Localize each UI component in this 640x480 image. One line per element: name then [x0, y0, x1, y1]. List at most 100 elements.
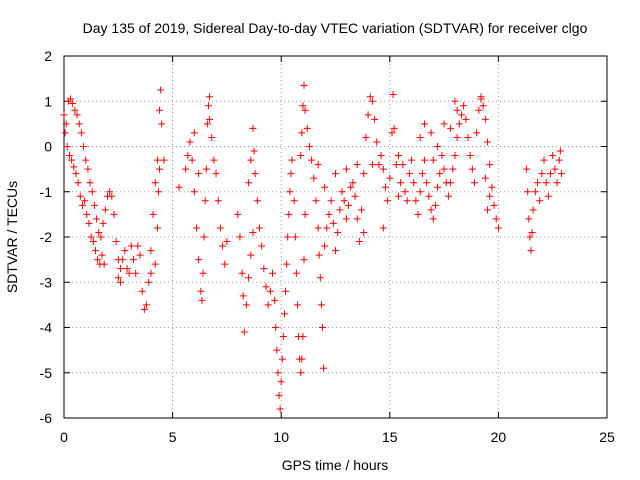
data-point: [320, 364, 328, 372]
data-point: [234, 210, 242, 218]
data-point: [271, 296, 279, 304]
data-point: [375, 161, 383, 169]
data-point: [293, 301, 301, 309]
data-point: [462, 115, 470, 123]
data-point: [264, 301, 272, 309]
data-point: [379, 224, 387, 232]
y-axis-label: SDTVAR / TECUs: [4, 181, 20, 293]
data-point: [453, 106, 461, 114]
data-point: [158, 120, 166, 128]
data-point: [97, 233, 105, 241]
data-point: [427, 129, 435, 137]
y-tick-label: -2: [40, 229, 53, 245]
data-point: [447, 124, 455, 132]
data-point: [553, 179, 561, 187]
data-point: [151, 260, 159, 268]
data-point: [76, 192, 84, 200]
data-point: [149, 210, 157, 218]
data-point: [538, 170, 546, 178]
data-point: [425, 192, 433, 200]
data-point: [390, 124, 398, 132]
data-point: [466, 152, 474, 160]
y-tick-label: -1: [40, 184, 53, 200]
data-point: [327, 197, 335, 205]
data-point: [236, 233, 244, 241]
data-point: [528, 228, 536, 236]
data-point: [286, 188, 294, 196]
x-tick-label: 20: [491, 429, 507, 445]
data-point: [536, 197, 544, 205]
data-point: [262, 283, 270, 291]
data-point: [455, 120, 463, 128]
data-point: [192, 224, 200, 232]
data-point: [74, 179, 82, 187]
data-point: [360, 170, 368, 178]
data-point: [355, 238, 363, 246]
data-point: [80, 143, 88, 150]
data-point: [114, 274, 122, 282]
data-point: [364, 111, 372, 119]
data-point: [70, 163, 78, 171]
data-point: [416, 133, 424, 141]
data-point: [145, 278, 153, 286]
data-point: [438, 152, 446, 160]
data-point: [195, 170, 203, 178]
data-point: [300, 81, 308, 89]
data-point: [551, 165, 559, 173]
data-point: [288, 156, 296, 164]
data-point: [206, 93, 214, 101]
data-point: [198, 296, 206, 304]
data-point: [342, 215, 350, 223]
data-point: [317, 301, 325, 309]
data-point: [410, 179, 418, 187]
data-point: [384, 197, 392, 205]
data-point: [547, 170, 555, 178]
data-point: [414, 210, 422, 218]
data-point: [200, 233, 208, 241]
data-point: [368, 97, 376, 105]
data-point: [486, 192, 494, 200]
data-point: [329, 219, 337, 227]
data-point: [266, 287, 274, 295]
data-point: [153, 224, 161, 232]
data-point: [427, 206, 435, 214]
data-point: [208, 133, 216, 141]
data-point: [116, 278, 124, 286]
data-point: [321, 183, 329, 191]
data-point: [471, 179, 479, 187]
data-point: [69, 100, 77, 108]
data-point: [436, 170, 444, 178]
data-point: [381, 183, 389, 191]
data-point: [523, 165, 531, 173]
data-point: [71, 106, 79, 114]
x-tick-label: 5: [169, 429, 177, 445]
data-point: [358, 206, 366, 214]
data-point: [182, 165, 190, 173]
data-point: [342, 165, 350, 173]
data-point: [147, 247, 155, 255]
data-point: [240, 328, 248, 336]
data-point: [440, 120, 448, 128]
data-point: [292, 269, 300, 277]
data-point: [325, 210, 333, 218]
data-point: [533, 179, 541, 187]
data-point: [312, 197, 320, 205]
data-point: [305, 143, 313, 150]
data-point: [421, 120, 429, 128]
data-point: [272, 324, 280, 331]
y-tick-label: -4: [40, 320, 53, 336]
data-point: [557, 170, 565, 178]
data-point: [63, 143, 71, 150]
data-point: [245, 274, 253, 282]
data-point: [290, 197, 298, 205]
data-point: [315, 251, 323, 259]
data-point: [299, 102, 307, 110]
data-point: [274, 369, 282, 377]
data-point: [284, 233, 292, 241]
data-point: [190, 188, 198, 196]
data-point: [453, 133, 461, 141]
data-point: [255, 224, 263, 232]
data-point: [403, 197, 411, 205]
data-point: [332, 170, 339, 178]
